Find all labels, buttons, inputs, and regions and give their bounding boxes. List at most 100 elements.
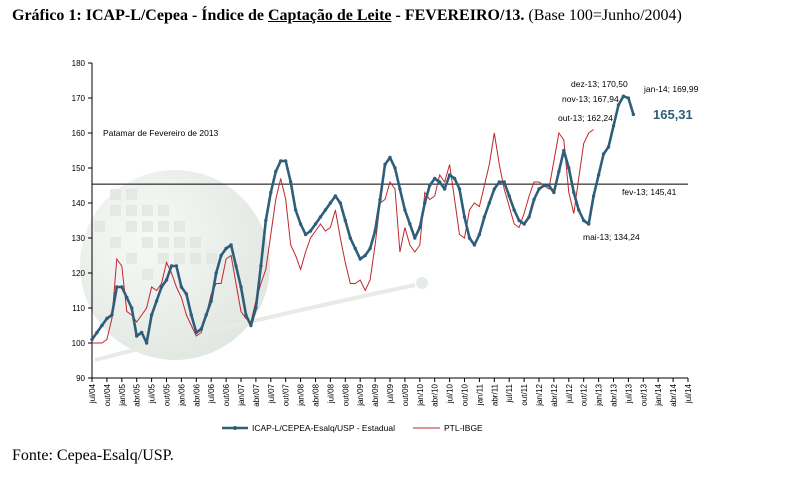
icap-data-point: [437, 180, 442, 184]
icap-data-point: [522, 222, 526, 226]
icap-data-point: [303, 232, 308, 237]
icap-data-point: [616, 103, 621, 107]
icap-data-point: [582, 218, 586, 223]
y-tick-label: 150: [72, 164, 86, 173]
icap-data-point: [279, 159, 283, 163]
y-tick-label: 180: [72, 59, 86, 68]
icap-data-point: [477, 232, 482, 237]
x-tick-label: jan/13: [595, 383, 604, 406]
icap-data-point: [105, 316, 109, 321]
x-tick-label: abr/07: [252, 383, 261, 406]
icap-data-point: [507, 194, 511, 198]
icap-data-point: [125, 295, 129, 300]
icap-data-point: [457, 187, 462, 191]
icap-data-point: [164, 278, 169, 282]
icap-data-point: [318, 215, 323, 219]
icap-data-point: [159, 285, 164, 289]
annotation-latest-value: 165,31: [653, 107, 693, 122]
x-tick-label: jan/08: [297, 383, 306, 406]
icap-data-point: [527, 215, 531, 219]
x-tick-label: jul/04: [88, 383, 97, 404]
icap-data-point: [606, 145, 611, 149]
icap-data-point: [308, 229, 313, 233]
icap-data-point: [408, 222, 412, 226]
icap-data-point: [611, 124, 616, 128]
icap-data-point: [313, 222, 318, 226]
x-tick-label: jan/11: [475, 383, 484, 406]
title-bold-part2: - FEVEREIRO/13.: [391, 7, 525, 24]
annotation-jan-14: jan-14; 169,99: [643, 84, 699, 94]
icap-data-point: [179, 285, 184, 289]
series-line-ptl-ibge: [92, 129, 594, 344]
x-tick-label: jul/11: [505, 383, 514, 403]
icap-data-point: [130, 306, 134, 310]
x-tick-label: jan/06: [177, 383, 186, 406]
icap-data-point: [447, 173, 452, 177]
icap-data-point: [274, 169, 278, 174]
icap-data-point: [577, 208, 581, 212]
x-tick-label: abr/06: [192, 383, 201, 406]
icap-data-point: [115, 285, 119, 289]
x-tick-label: out/13: [639, 383, 648, 406]
icap-data-point: [95, 330, 99, 335]
icap-data-point: [234, 264, 238, 268]
legend-label-ptl: PTL-IBGE: [444, 423, 483, 433]
icap-data-point: [343, 218, 347, 223]
icap-data-point: [442, 187, 447, 191]
x-tick-label: jan/12: [535, 383, 544, 406]
reference-line-label: Patamar de Fevereiro de 2013: [103, 128, 219, 138]
x-tick-label: abr/05: [133, 383, 142, 406]
x-tick-label: abr/14: [669, 383, 678, 406]
icap-data-point: [537, 187, 541, 191]
x-tick-label: jul/13: [624, 383, 633, 404]
x-tick-label: out/10: [461, 383, 470, 406]
x-tick-label: out/12: [580, 383, 589, 406]
icap-data-point: [542, 183, 546, 188]
annotation-out-13: out-13; 162,24: [558, 113, 613, 123]
x-tick-label: out/09: [401, 383, 410, 406]
icap-data-point: [383, 162, 387, 167]
icap-data-point: [467, 236, 472, 240]
icap-data-point: [229, 243, 233, 247]
icap-data-point: [591, 194, 596, 198]
icap-data-point: [100, 323, 104, 328]
icap-data-point: [259, 264, 263, 268]
x-tick-label: out/11: [520, 383, 529, 405]
x-tick-label: jan/09: [356, 383, 365, 406]
legend-marker-icap: [233, 426, 237, 430]
icap-data-point: [224, 246, 228, 251]
x-tick-label: jul/08: [326, 383, 335, 404]
icap-data-point: [149, 313, 154, 317]
icap-data-point: [194, 330, 198, 335]
x-tick-label: jul/14: [684, 383, 693, 404]
icap-data-point: [323, 208, 328, 212]
x-tick-label: jul/10: [446, 383, 455, 404]
annotation-dez-13: dez-13; 170,50: [571, 79, 628, 89]
x-tick-label: abr/10: [431, 383, 440, 406]
title-base-note: (Base 100=Junho/2004): [524, 7, 682, 24]
icap-data-point: [120, 285, 124, 289]
icap-data-point: [358, 257, 362, 261]
legend-label-icap: ICAP-L/CEPEA-Esalq/USP - Estadual: [252, 423, 395, 433]
icap-data-point: [388, 155, 392, 160]
legend: ICAP-L/CEPEA-Esalq/USP - Estadual PTL-IBG…: [222, 423, 483, 433]
annotation-nov-13: nov-13; 167,94: [562, 94, 619, 104]
icap-data-point: [547, 183, 551, 188]
icap-data-point: [144, 341, 149, 345]
y-tick-label: 160: [72, 129, 86, 138]
icap-data-point: [403, 208, 407, 212]
icap-data-point: [184, 292, 189, 296]
y-tick-label: 130: [72, 234, 86, 243]
x-tick-label: abr/11: [490, 383, 499, 406]
icap-data-point: [249, 323, 253, 328]
icap-data-point: [413, 236, 417, 240]
icap-data-point: [288, 180, 293, 184]
icap-data-point: [348, 236, 352, 240]
icap-data-point: [90, 337, 94, 342]
icap-data-point: [284, 159, 288, 163]
y-tick-label: 120: [72, 269, 86, 278]
icap-data-point: [110, 313, 114, 317]
title-bold-part1: Gráfico 1: ICAP-L/Cepea - Índice de: [12, 7, 268, 24]
icap-data-point: [552, 190, 556, 195]
